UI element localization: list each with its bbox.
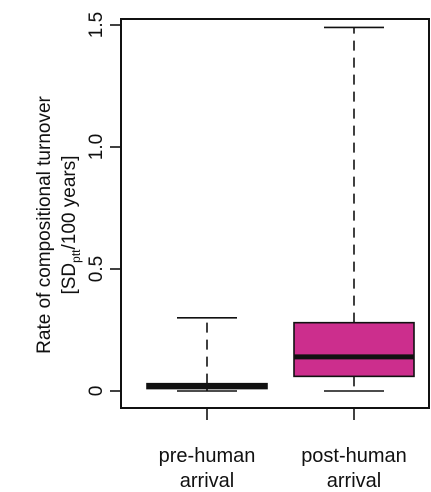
iqr-box: [293, 321, 415, 378]
y-axis-label-line2: [SDptt/100 years]: [59, 155, 83, 294]
x-tick-label-line1: pre-human: [159, 445, 256, 467]
y-axis-label-subscript: ptt: [69, 249, 83, 263]
y-tick-label: 1.5: [86, 12, 107, 38]
x-tick-label-line2: arrival: [327, 470, 381, 492]
y-tick-label: 0: [86, 386, 107, 397]
x-tick-label-line1: post-human: [301, 445, 407, 467]
y-tick-label: 0.5: [86, 256, 107, 282]
y-tick-label: 1.0: [86, 134, 107, 160]
y-axis: 0 0.5 1.0 1.5: [86, 12, 121, 397]
y-axis-label-prefix: [SD: [59, 263, 80, 295]
plot-frame: [120, 18, 430, 409]
x-tick-label-line2: arrival: [180, 470, 234, 492]
y-axis-label-suffix: /100 years]: [59, 155, 80, 249]
y-axis-label-line1: Rate of compositional turnover: [34, 95, 55, 353]
boxes: [146, 26, 415, 392]
x-axis: pre-human arrival post-human arrival: [159, 408, 407, 492]
